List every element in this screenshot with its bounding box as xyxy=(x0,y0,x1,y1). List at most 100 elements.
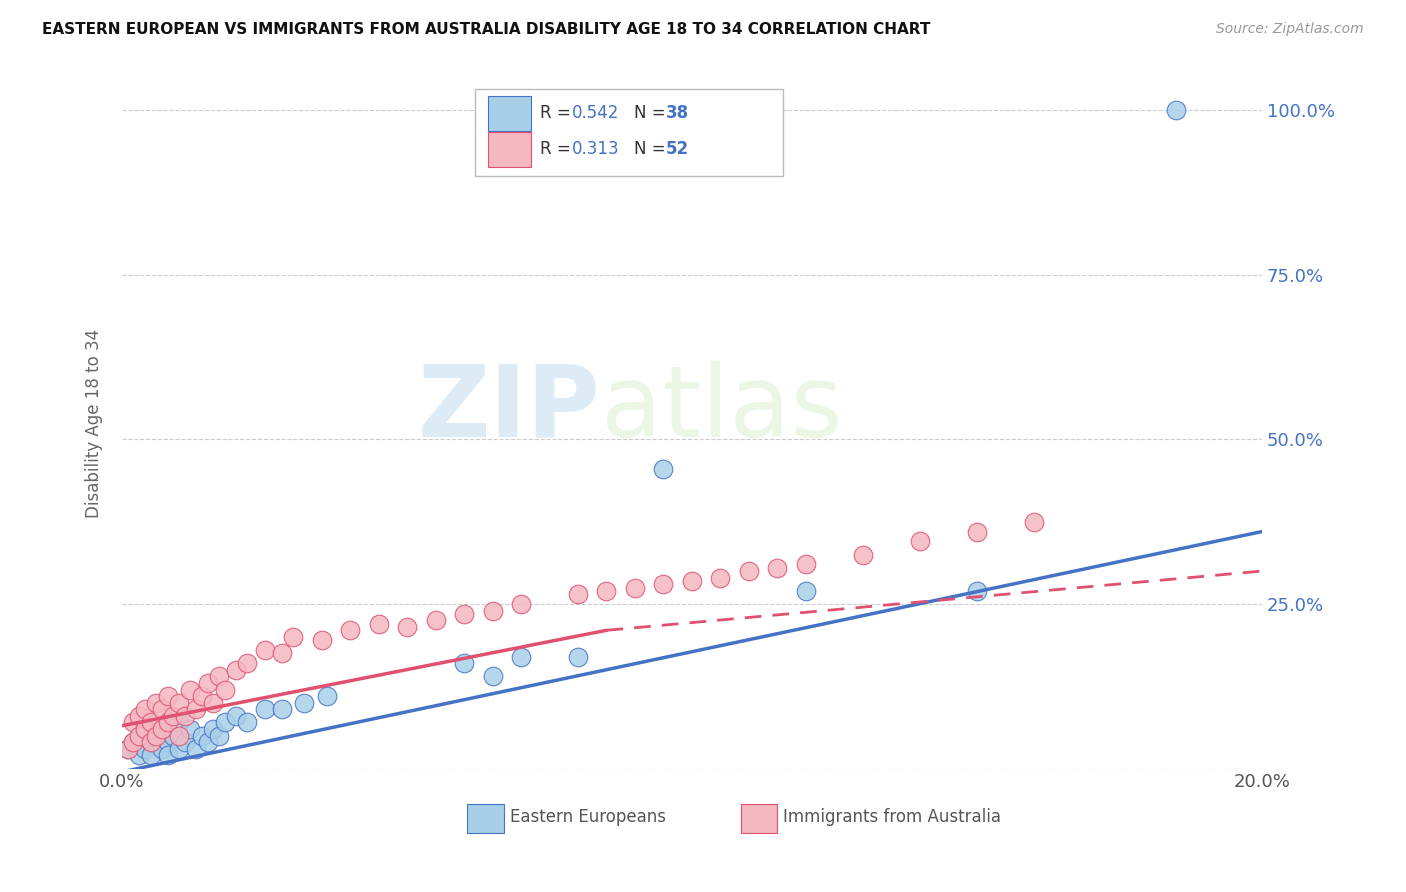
Point xyxy=(852,548,875,562)
Text: N =: N = xyxy=(634,140,671,158)
Point xyxy=(225,663,247,677)
Point xyxy=(150,722,173,736)
Point xyxy=(145,729,167,743)
Point xyxy=(150,702,173,716)
Point xyxy=(162,729,184,743)
Point xyxy=(738,564,761,578)
Y-axis label: Disability Age 18 to 34: Disability Age 18 to 34 xyxy=(86,328,103,517)
Point xyxy=(270,702,292,716)
Point xyxy=(652,462,675,476)
Point xyxy=(139,735,162,749)
Point xyxy=(339,624,361,638)
Point xyxy=(191,689,214,703)
Point xyxy=(122,735,145,749)
Point xyxy=(281,630,304,644)
Text: 52: 52 xyxy=(666,140,689,158)
Point xyxy=(709,571,731,585)
Text: atlas: atlas xyxy=(600,360,842,458)
Point xyxy=(202,722,225,736)
FancyBboxPatch shape xyxy=(475,89,783,176)
Point xyxy=(567,649,589,664)
Point xyxy=(156,748,179,763)
Point xyxy=(908,534,931,549)
Text: Immigrants from Australia: Immigrants from Australia xyxy=(783,808,1001,826)
Text: 0.313: 0.313 xyxy=(572,140,620,158)
Point xyxy=(134,741,156,756)
Point xyxy=(128,709,150,723)
Point xyxy=(270,646,292,660)
Point xyxy=(128,729,150,743)
FancyBboxPatch shape xyxy=(467,804,503,833)
Point xyxy=(128,748,150,763)
Point xyxy=(652,577,675,591)
Point xyxy=(425,614,447,628)
Point xyxy=(214,715,236,730)
Point xyxy=(134,722,156,736)
Point xyxy=(128,729,150,743)
Point xyxy=(156,689,179,703)
Point xyxy=(311,633,333,648)
Point xyxy=(395,620,418,634)
Point xyxy=(481,669,503,683)
Point xyxy=(139,748,162,763)
Point xyxy=(191,729,214,743)
Point xyxy=(1166,103,1188,118)
Point xyxy=(173,709,195,723)
Point xyxy=(253,643,276,657)
Text: 0.542: 0.542 xyxy=(572,104,620,122)
Text: N =: N = xyxy=(634,104,671,122)
Text: ZIP: ZIP xyxy=(418,360,600,458)
Text: Source: ZipAtlas.com: Source: ZipAtlas.com xyxy=(1216,22,1364,37)
Point xyxy=(681,574,703,588)
FancyBboxPatch shape xyxy=(741,804,778,833)
Point xyxy=(595,583,617,598)
Point xyxy=(122,735,145,749)
FancyBboxPatch shape xyxy=(488,132,531,167)
Point xyxy=(197,735,219,749)
Point xyxy=(236,657,259,671)
Point xyxy=(134,722,156,736)
Point xyxy=(156,735,179,749)
Point xyxy=(139,715,162,730)
Point xyxy=(236,715,259,730)
Point xyxy=(197,676,219,690)
Point xyxy=(794,583,817,598)
Text: 38: 38 xyxy=(666,104,689,122)
FancyBboxPatch shape xyxy=(488,96,531,130)
Point xyxy=(167,741,190,756)
Point xyxy=(794,558,817,572)
Point xyxy=(150,741,173,756)
Point xyxy=(453,607,475,621)
Point xyxy=(966,583,988,598)
Point xyxy=(162,709,184,723)
Point xyxy=(510,597,533,611)
Point xyxy=(150,722,173,736)
Point xyxy=(208,729,231,743)
Point xyxy=(253,702,276,716)
Text: R =: R = xyxy=(540,140,576,158)
Point xyxy=(966,524,988,539)
Text: EASTERN EUROPEAN VS IMMIGRANTS FROM AUSTRALIA DISABILITY AGE 18 TO 34 CORRELATIO: EASTERN EUROPEAN VS IMMIGRANTS FROM AUST… xyxy=(42,22,931,37)
Point xyxy=(156,715,179,730)
Point xyxy=(117,741,139,756)
Point xyxy=(179,682,201,697)
Point xyxy=(139,735,162,749)
Point xyxy=(766,561,789,575)
Point xyxy=(186,702,208,716)
Point xyxy=(1022,515,1045,529)
Point xyxy=(294,696,316,710)
Point xyxy=(453,657,475,671)
Point xyxy=(167,715,190,730)
Point xyxy=(481,603,503,617)
Text: Eastern Europeans: Eastern Europeans xyxy=(509,808,665,826)
Point xyxy=(134,702,156,716)
Point xyxy=(145,696,167,710)
Point xyxy=(225,709,247,723)
Point xyxy=(208,669,231,683)
Point xyxy=(186,741,208,756)
Point xyxy=(367,616,389,631)
Point xyxy=(179,722,201,736)
Point xyxy=(316,689,339,703)
Point xyxy=(167,696,190,710)
Point xyxy=(122,715,145,730)
